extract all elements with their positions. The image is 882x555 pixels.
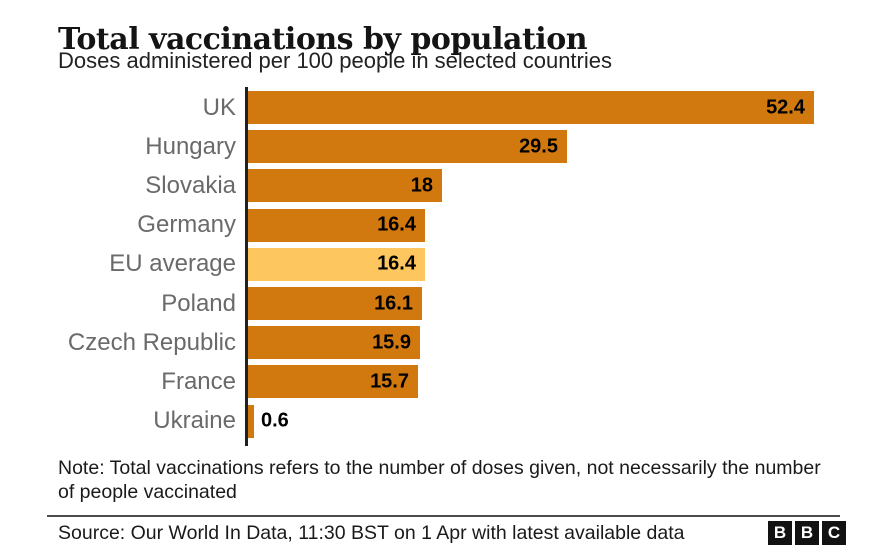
value-label: 29.5 [519,135,558,158]
category-label: Poland [161,289,236,317]
bar-chart: UK 52.4 Hungary 29.5 Slovakia 18 Germany 16.4 EU… [58,87,864,446]
bar: 16.4 [248,247,425,281]
bar-track: 52.4 [245,88,864,127]
bar-row: Hungary 29.5 [58,127,864,166]
footer-divider [47,515,840,517]
bar-track: 16.4 [245,245,864,284]
bar-row: Czech Republic 15.9 [58,323,864,362]
value-label: 15.7 [370,370,409,393]
category-label: Czech Republic [67,328,236,356]
value-label: 0.6 [261,409,289,432]
chart-title: Total vaccinations by population [58,22,588,58]
bbc-logo: B B C [768,521,846,545]
bbc-logo-letter: B [768,521,792,545]
category-label: Ukraine [153,407,236,435]
bbc-logo-letter: C [822,521,846,545]
bar-row: Ukraine 0.6 [58,402,864,441]
bar-row: France 15.7 [58,362,864,401]
value-label: 15.9 [372,331,411,354]
bar: 15.7 [248,365,418,399]
bar: 16.1 [248,287,422,321]
bar-row: Slovakia 18 [58,166,864,205]
value-label: 16.4 [377,252,416,275]
bar-row: Germany 16.4 [58,206,864,245]
bar-row: EU average 16.4 [58,245,864,284]
bar: 0.6 [248,404,289,438]
bar-track: 16.1 [245,284,864,323]
bar: 52.4 [248,91,814,125]
bar: 29.5 [248,130,567,164]
chart-note: Note: Total vaccinations refers to the n… [58,457,821,503]
bar-row: UK 52.4 [58,88,864,127]
y-axis-line [245,87,248,446]
bar-track: 15.9 [245,323,864,362]
bar-row: Poland 16.1 [58,284,864,323]
bar: 16.4 [248,208,425,242]
bar-track: 16.4 [245,206,864,245]
category-label: France [161,367,236,395]
category-label: UK [202,93,236,121]
bar: 18 [248,169,442,203]
value-label: 52.4 [766,96,805,119]
bar-track: 15.7 [245,362,864,401]
bar-track: 18 [245,166,864,205]
value-label: 18 [410,174,433,197]
bar: 15.9 [248,326,420,360]
chart-subtitle: Doses administered per 100 people in sel… [58,48,612,73]
bar-track: 0.6 [245,402,864,441]
value-label: 16.1 [374,292,413,315]
source-text: Source: Our World In Data, 11:30 BST on … [58,522,685,544]
category-label: Slovakia [145,171,236,199]
category-label: EU average [109,250,236,278]
bar-track: 29.5 [245,127,864,166]
category-label: Hungary [145,132,236,160]
value-label: 16.4 [377,213,416,236]
category-label: Germany [137,211,236,239]
bbc-logo-letter: B [795,521,819,545]
